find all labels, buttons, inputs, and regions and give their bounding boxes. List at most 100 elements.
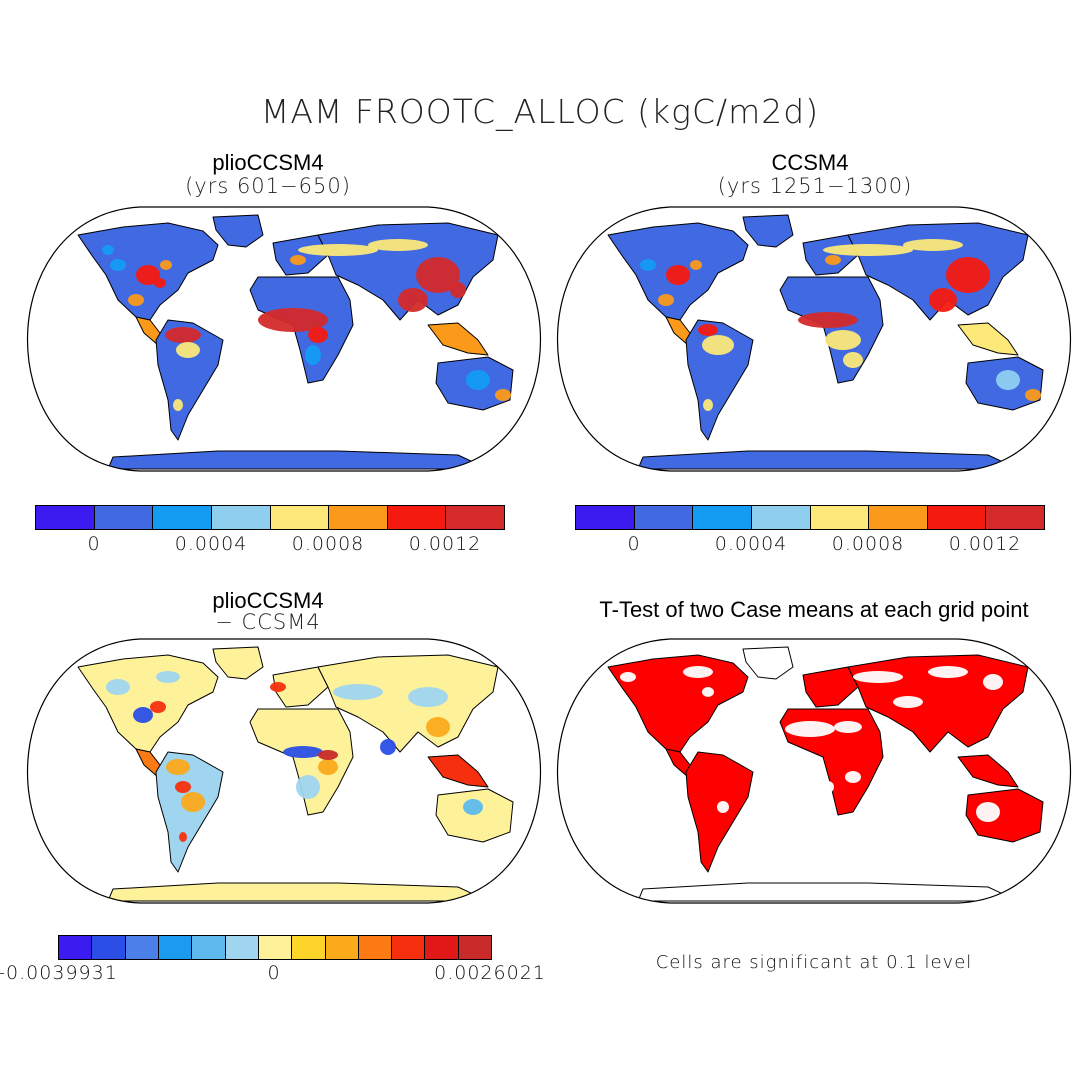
land-africa [249, 708, 354, 816]
field-patch [408, 687, 448, 707]
field-patch [166, 759, 190, 775]
colorbar-swatch [458, 936, 492, 959]
colorbar-swatch [927, 506, 987, 529]
land-antarctica [637, 450, 1019, 470]
field-patch [450, 282, 466, 298]
colorbar-swatch [693, 506, 752, 529]
map-border [556, 638, 1072, 904]
field-patch [165, 327, 201, 343]
field-patch [702, 687, 714, 697]
field-patch [798, 312, 858, 328]
colorbar-tick: 0.0008 [831, 533, 905, 555]
field-patch [703, 399, 713, 411]
colorbar-swatch [292, 936, 326, 959]
land-australia [435, 788, 514, 843]
colorbar-swatch [192, 936, 226, 959]
map-border [556, 206, 1072, 472]
panel3-title: plioCCSM4 [212, 588, 324, 613]
colorbar-swatch [869, 506, 928, 529]
colorbar-tick: 0.0026021 [434, 962, 546, 984]
field-patch [825, 255, 841, 265]
colorbar-swatch [258, 936, 293, 959]
field-patch [853, 671, 903, 683]
field-patch [175, 781, 191, 793]
colorbar-tick: 0.0012 [408, 533, 482, 555]
field-patch [996, 370, 1020, 390]
field-patch [179, 832, 187, 842]
field-patch [698, 324, 718, 336]
field-layer [640, 239, 1041, 411]
panel3-colorbar-ticks: -0.0039931 0 0.0026021 [0, 962, 560, 988]
land-layer [607, 214, 1044, 470]
colorbar-tick: 0.0008 [291, 533, 365, 555]
colorbar-swatch [36, 506, 95, 529]
panel2-subtitle: (yrs 1251−1300) [717, 174, 913, 198]
panel3-map [26, 638, 542, 904]
field-patch [258, 308, 328, 332]
field-patch [160, 260, 172, 270]
panel3-subtitle: − CCSM4 [215, 610, 321, 634]
colorbar-swatch [358, 936, 393, 959]
significance-note: Cells are significant at 0.1 level [655, 952, 973, 973]
colorbar-swatch [751, 506, 811, 529]
field-patch [466, 370, 490, 390]
colorbar-swatch [425, 936, 459, 959]
field-patch [717, 801, 729, 813]
field-patch [666, 265, 690, 285]
figure-title: MAM FROOTC_ALLOC (kgC/m2d) [260, 92, 820, 131]
field-patch [834, 721, 862, 733]
field-patch [290, 255, 306, 265]
field-patch [903, 239, 963, 251]
panel1-colorbar [35, 505, 505, 530]
field-patch [822, 781, 834, 793]
field-patch [173, 399, 183, 411]
colorbar-swatch [270, 506, 330, 529]
field-patch [929, 288, 957, 312]
field-patch [308, 327, 328, 343]
colorbar-swatch [59, 936, 93, 959]
land-greenland [742, 214, 794, 248]
field-patch [1025, 389, 1041, 401]
land-layer [77, 646, 514, 902]
land-antarctica [107, 882, 489, 902]
field-patch [283, 746, 323, 758]
map-border [26, 638, 542, 904]
field-patch [620, 672, 636, 682]
land-south-america [685, 751, 754, 873]
map-border [26, 206, 542, 472]
field-patch [181, 792, 205, 812]
land-se-asia [957, 322, 1019, 356]
colorbar-swatch [810, 506, 870, 529]
colorbar-swatch [92, 936, 126, 959]
panel4-title: T-Test of two Case means at each grid po… [599, 597, 1029, 622]
colorbar-swatch [634, 506, 694, 529]
field-patch [150, 701, 166, 713]
colorbar-tick: 0 [87, 533, 101, 555]
field-layer [102, 239, 511, 411]
field-patch [640, 259, 656, 271]
land-australia [965, 788, 1044, 843]
colorbar-tick: 0 [267, 962, 281, 984]
field-patch [318, 759, 338, 775]
land-se-asia [957, 754, 1019, 788]
field-patch [133, 707, 153, 723]
field-patch [296, 775, 320, 799]
colorbar-swatch [125, 936, 159, 959]
land-se-asia [427, 322, 489, 356]
field-patch [463, 799, 483, 815]
panel1-title: plioCCSM4 [212, 150, 324, 175]
field-patch [110, 259, 126, 271]
field-layer [620, 666, 1003, 822]
field-patch [156, 671, 180, 683]
panel3-colorbar [58, 935, 492, 960]
panel2-colorbar-ticks: 0 0.0004 0.0008 0.0012 [575, 533, 1043, 559]
panel4-map [556, 638, 1072, 904]
field-patch [176, 342, 200, 358]
colorbar-swatch [94, 506, 154, 529]
field-patch [825, 330, 861, 350]
panel1-map [26, 206, 542, 472]
field-patch [106, 679, 130, 695]
field-patch [136, 265, 160, 285]
field-patch [893, 696, 923, 708]
field-patch [928, 666, 968, 678]
